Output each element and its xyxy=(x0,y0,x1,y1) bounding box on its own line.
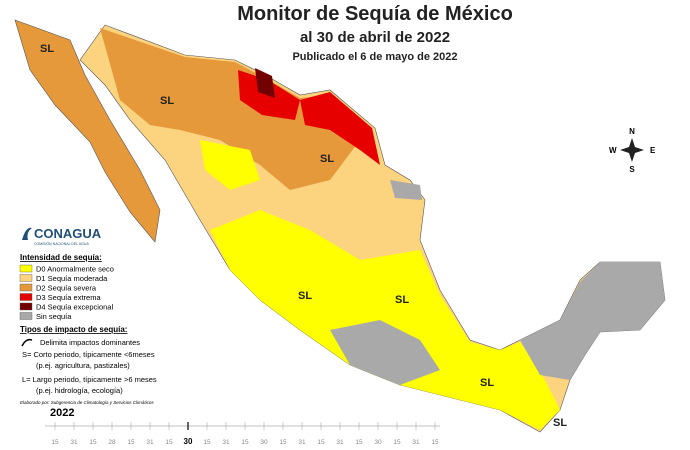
published: Publicado el 6 de mayo de 2022 xyxy=(292,51,457,63)
d2-north xyxy=(100,28,360,190)
impact-label: SL xyxy=(480,377,494,389)
legend-label: D0 Anormalmente seco xyxy=(36,265,114,274)
mexico-map xyxy=(14,19,666,433)
timeline-day: 15 xyxy=(127,439,135,446)
legend-title: Intensidad de sequía: xyxy=(20,253,102,262)
timeline-day: 15 xyxy=(355,439,363,446)
impact-label: SL xyxy=(298,290,312,302)
timeline-day: 30 xyxy=(260,439,268,446)
timeline-day: 15 xyxy=(203,439,211,446)
timeline: 2022 15 31 15 28 15 31 15 30 15 31 15 30 15 31 15 31 15 30… xyxy=(45,407,440,446)
timeline-day: 30 xyxy=(184,437,193,446)
impact-line: L= Largo periodo, típicamente >6 meses xyxy=(22,375,157,384)
subtitle: al 30 de abril de 2022 xyxy=(300,29,450,46)
impact-line: Delimita impactos dominantes xyxy=(40,338,140,347)
logo-text: CONAGUA xyxy=(34,226,102,241)
timeline-day: 31 xyxy=(222,439,230,446)
timeline-day: 15 xyxy=(165,439,173,446)
baja-california xyxy=(14,19,161,243)
timeline-day: 15 xyxy=(51,439,59,446)
legend-label: Sin sequía xyxy=(36,312,72,321)
impact-label: SL xyxy=(160,95,174,107)
impacts-title: Tipos de impacto de sequía: xyxy=(20,325,127,334)
legend-swatch xyxy=(19,312,33,320)
timeline-day: 30 xyxy=(374,439,382,446)
timeline-day: 15 xyxy=(89,439,97,446)
legend-label: D3 Sequía extrema xyxy=(36,293,101,302)
legend-swatch xyxy=(19,283,33,292)
compass-n: N xyxy=(629,127,635,136)
timeline-day: 31 xyxy=(146,439,154,446)
d3-tamaulipas xyxy=(300,92,380,165)
timeline-day: 15 xyxy=(317,439,325,446)
logo-icon xyxy=(22,227,32,240)
legend-swatch xyxy=(19,264,33,273)
logo-subtext: COMISIÓN NACIONAL DEL AGUA xyxy=(34,241,89,246)
compass: N S E W xyxy=(609,127,656,174)
timeline-day: 28 xyxy=(108,439,116,446)
legend-swatch xyxy=(19,293,33,301)
impact-label: SL xyxy=(40,43,54,55)
d0-north xyxy=(200,140,260,190)
impact-line-symbol xyxy=(21,338,33,347)
legend-label: D2 Sequía severa xyxy=(36,284,97,293)
impact-label: SL xyxy=(395,294,409,306)
legend-swatch xyxy=(19,302,33,311)
d0-center xyxy=(210,210,560,430)
d4 xyxy=(255,68,275,98)
timeline-day: 31 xyxy=(336,439,344,446)
legend: Intensidad de sequía: D0 Anormalmente sec… xyxy=(19,253,157,405)
timeline-day: 15 xyxy=(431,439,439,446)
timeline-day: 31 xyxy=(298,439,306,446)
timeline-day: 15 xyxy=(279,439,287,446)
timeline-day: 15 xyxy=(241,439,249,446)
title: Monitor de Sequía de México xyxy=(237,3,513,25)
compass-w: W xyxy=(609,146,617,155)
credits: Elaborado por: Subgerencia de Climatolog… xyxy=(20,400,154,405)
no-drought-ne xyxy=(390,180,422,200)
impact-line: (p.ej. agricultura, pastizales) xyxy=(36,361,130,370)
timeline-day: 31 xyxy=(70,439,78,446)
legend-label: D1 Sequía moderada xyxy=(36,274,108,283)
compass-s: S xyxy=(629,165,635,174)
legend-swatch xyxy=(19,274,33,282)
legend-label: D4 Sequía excepcional xyxy=(36,303,113,312)
no-drought-south xyxy=(330,320,440,385)
impact-line: S= Corto periodo, típicamente <6meses xyxy=(22,350,155,359)
impact-label: SL xyxy=(320,153,334,165)
no-drought-yucatan xyxy=(520,262,665,380)
impact-line: (p.ej. hidrología, ecología) xyxy=(36,386,123,395)
timeline-day: 31 xyxy=(412,439,420,446)
timeline-year: 2022 xyxy=(50,407,74,419)
compass-e: E xyxy=(650,146,656,155)
timeline-day: 15 xyxy=(393,439,401,446)
impact-label: SL xyxy=(553,417,567,429)
compass-rose xyxy=(620,138,644,162)
